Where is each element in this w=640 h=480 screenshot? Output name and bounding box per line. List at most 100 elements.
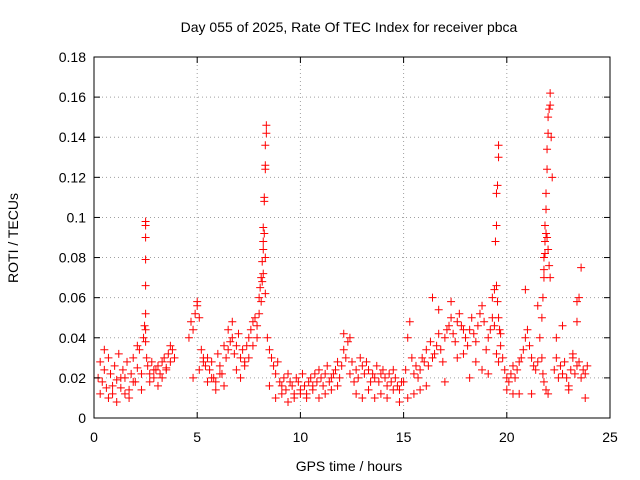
data-point [370, 373, 379, 382]
data-point [141, 255, 150, 264]
data-point [306, 373, 315, 382]
y-tick-label: 0.02 [59, 370, 86, 386]
data-point [543, 145, 552, 154]
data-point [471, 337, 480, 346]
data-point [220, 341, 229, 350]
data-point [143, 361, 152, 370]
data-point [133, 363, 142, 372]
data-point [428, 353, 437, 362]
x-tick-label: 15 [396, 429, 412, 445]
data-point [149, 373, 158, 382]
data-point [327, 385, 336, 394]
data-point [129, 353, 138, 362]
data-point [366, 377, 375, 386]
data-point [166, 341, 175, 350]
data-point [127, 369, 136, 378]
data-point [256, 283, 265, 292]
data-point [317, 373, 326, 382]
data-point [562, 373, 571, 382]
data-point [153, 361, 162, 370]
data-point [370, 393, 379, 402]
data-point [158, 357, 167, 366]
data-point [162, 365, 171, 374]
data-point [434, 305, 443, 314]
data-point [184, 333, 193, 342]
data-point [147, 357, 156, 366]
data-point [145, 369, 154, 378]
data-point [343, 337, 352, 346]
data-point [261, 161, 270, 170]
data-point [116, 383, 125, 392]
data-point [467, 313, 476, 322]
data-point [354, 373, 363, 382]
data-point [265, 345, 274, 354]
data-point [381, 373, 390, 382]
data-point [455, 309, 464, 318]
data-point [538, 369, 547, 378]
data-point [232, 365, 241, 374]
data-point [104, 353, 113, 362]
data-point [422, 381, 431, 390]
data-point [220, 381, 229, 390]
data-point [558, 369, 567, 378]
data-point [523, 325, 532, 334]
x-tick-label: 10 [293, 429, 309, 445]
data-point [246, 325, 255, 334]
data-point [581, 369, 590, 378]
data-point [492, 189, 501, 198]
data-point [521, 333, 530, 342]
data-point [108, 389, 117, 398]
data-point [230, 349, 239, 358]
data-point [430, 349, 439, 358]
data-point [383, 393, 392, 402]
data-point [447, 297, 456, 306]
data-point [108, 381, 117, 390]
data-point [495, 325, 504, 334]
data-point [554, 373, 563, 382]
data-point [411, 361, 420, 370]
data-point [314, 393, 323, 402]
data-point [261, 289, 270, 298]
data-point [409, 389, 418, 398]
data-point [166, 357, 175, 366]
data-point [529, 361, 538, 370]
data-point [533, 301, 542, 310]
data-point [416, 385, 425, 394]
data-point [106, 369, 115, 378]
data-point [125, 393, 134, 402]
data-point [374, 377, 383, 386]
data-point [539, 253, 548, 262]
data-point [170, 353, 179, 362]
data-point [457, 321, 466, 330]
data-point [546, 101, 555, 110]
data-point [416, 365, 425, 374]
data-point [478, 365, 487, 374]
data-point [348, 357, 356, 366]
data-point [482, 345, 491, 354]
data-point [234, 329, 243, 338]
data-point [135, 345, 144, 354]
data-point [279, 373, 288, 382]
data-point [137, 385, 146, 394]
data-point [475, 309, 484, 318]
data-point [193, 301, 202, 310]
data-point [141, 281, 150, 290]
data-point [259, 245, 268, 254]
data-point [96, 389, 105, 398]
data-point [542, 205, 551, 214]
data-point [244, 353, 253, 362]
data-point [288, 381, 297, 390]
data-point [403, 393, 412, 402]
data-point [577, 373, 586, 382]
data-point [550, 365, 559, 374]
data-point [399, 377, 408, 386]
y-tick-label: 0.16 [59, 89, 86, 105]
data-point [570, 369, 579, 378]
data-point [546, 89, 555, 98]
data-point [539, 377, 548, 386]
y-tick-label: 0.04 [59, 330, 86, 346]
data-point [116, 373, 125, 382]
data-point [552, 333, 561, 342]
data-point [492, 349, 501, 358]
data-point [112, 397, 121, 406]
